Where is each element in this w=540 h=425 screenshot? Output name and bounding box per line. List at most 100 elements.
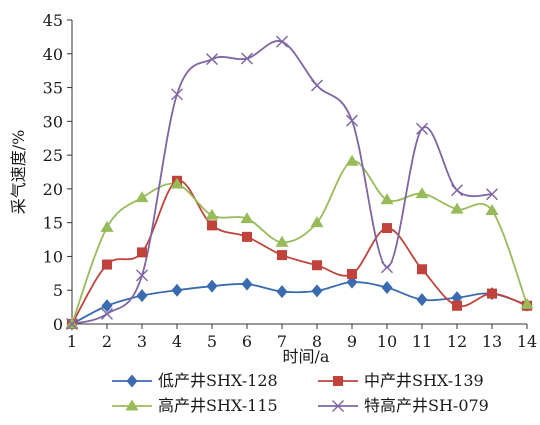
marker-stroke bbox=[332, 400, 344, 412]
x-tick-label: 3 bbox=[137, 332, 147, 351]
marker-stroke bbox=[381, 261, 393, 274]
data-point bbox=[310, 216, 324, 228]
data-point bbox=[416, 122, 428, 135]
data-point bbox=[381, 281, 393, 295]
data-point bbox=[136, 289, 148, 303]
data-point bbox=[346, 114, 358, 127]
legend-marker bbox=[125, 399, 139, 411]
y-tick-label: 10 bbox=[43, 247, 63, 266]
legend-marker bbox=[332, 400, 344, 412]
x-tick-label: 13 bbox=[482, 332, 502, 351]
data-point bbox=[381, 261, 393, 274]
series-line-4 bbox=[71, 40, 493, 325]
data-point bbox=[170, 177, 184, 189]
data-point bbox=[171, 283, 183, 297]
data-point bbox=[311, 284, 323, 298]
x-tick-label: 9 bbox=[347, 332, 357, 351]
marker-stroke bbox=[171, 88, 183, 101]
marker-stroke bbox=[486, 188, 498, 201]
series-markers bbox=[65, 35, 534, 331]
data-point bbox=[241, 277, 253, 291]
x-tick-label: 1 bbox=[67, 332, 77, 351]
y-tick-label: 0 bbox=[53, 315, 63, 334]
data-point bbox=[206, 279, 218, 293]
x-tick-label: 10 bbox=[377, 332, 397, 351]
legend-marker bbox=[126, 374, 138, 388]
data-point bbox=[101, 307, 113, 320]
y-axis-title: 采气速度/% bbox=[9, 130, 28, 215]
data-point bbox=[65, 317, 79, 329]
y-tick-label: 35 bbox=[43, 79, 63, 98]
legend-label: 特高产井SH-079 bbox=[364, 396, 489, 415]
data-point bbox=[312, 260, 322, 271]
data-point bbox=[206, 53, 218, 66]
data-point bbox=[347, 269, 357, 280]
marker-stroke bbox=[206, 53, 218, 66]
y-tick-label: 45 bbox=[43, 11, 63, 30]
data-point bbox=[451, 184, 463, 197]
data-point bbox=[276, 35, 288, 48]
x-tick-label: 8 bbox=[312, 332, 322, 351]
data-point bbox=[275, 235, 289, 247]
axes bbox=[67, 19, 528, 329]
series-lines bbox=[71, 40, 528, 325]
data-point bbox=[485, 204, 499, 216]
y-tick-label: 30 bbox=[43, 112, 63, 131]
data-point bbox=[240, 212, 254, 224]
legend-item: 低产井SHX-128 bbox=[112, 371, 278, 390]
data-point bbox=[345, 154, 359, 166]
data-point bbox=[171, 88, 183, 101]
y-tick-label: 15 bbox=[43, 214, 63, 233]
data-point bbox=[207, 220, 217, 231]
marker-stroke bbox=[311, 79, 323, 92]
data-point bbox=[520, 297, 534, 309]
data-point bbox=[136, 269, 148, 282]
data-point bbox=[486, 188, 498, 201]
x-tick-label: 12 bbox=[447, 332, 467, 351]
marker-stroke bbox=[136, 269, 148, 282]
marker-stroke bbox=[101, 307, 113, 320]
legend-label: 高产井SHX-115 bbox=[158, 396, 278, 415]
data-point bbox=[416, 293, 428, 307]
data-point bbox=[382, 223, 392, 234]
y-tick-label: 25 bbox=[43, 146, 63, 165]
x-tick-label: 5 bbox=[207, 332, 217, 351]
data-point bbox=[450, 202, 464, 214]
y-tick-label: 20 bbox=[43, 180, 63, 199]
legend-item: 特高产井SH-079 bbox=[318, 396, 489, 415]
x-axis-title: 时间/a bbox=[283, 347, 330, 366]
data-point bbox=[101, 299, 113, 313]
legend: 低产井SHX-128 中产井SHX-139 高产井SHX-115 特高产井SH-079 bbox=[112, 371, 489, 415]
data-point bbox=[311, 79, 323, 92]
y-tick-label: 5 bbox=[53, 281, 63, 300]
legend-label: 低产井SHX-128 bbox=[158, 371, 278, 390]
data-point bbox=[417, 264, 427, 275]
legend-label: 中产井SHX-139 bbox=[364, 371, 484, 390]
data-point bbox=[66, 318, 78, 330]
y-tick-label: 40 bbox=[43, 45, 63, 64]
data-point bbox=[276, 285, 288, 299]
marker-stroke bbox=[241, 52, 253, 65]
data-point bbox=[100, 220, 114, 232]
marker-stroke bbox=[66, 318, 78, 330]
data-point bbox=[380, 193, 394, 205]
marker-stroke bbox=[451, 184, 463, 197]
data-point bbox=[205, 208, 219, 220]
legend-item: 高产井SHX-115 bbox=[112, 396, 278, 415]
data-point bbox=[135, 191, 149, 203]
x-tick-label: 6 bbox=[242, 332, 252, 351]
marker-stroke bbox=[276, 35, 288, 48]
data-point bbox=[242, 231, 252, 242]
x-tick-label: 11 bbox=[412, 332, 432, 351]
data-point bbox=[452, 300, 462, 311]
legend-item: 中产井SHX-139 bbox=[318, 371, 484, 390]
x-tick-label: 4 bbox=[172, 332, 182, 351]
marker-stroke bbox=[416, 122, 428, 135]
x-tick-label: 7 bbox=[277, 332, 287, 351]
data-point bbox=[241, 52, 253, 65]
data-point bbox=[487, 288, 497, 299]
data-point bbox=[137, 247, 147, 258]
data-point bbox=[277, 250, 287, 261]
